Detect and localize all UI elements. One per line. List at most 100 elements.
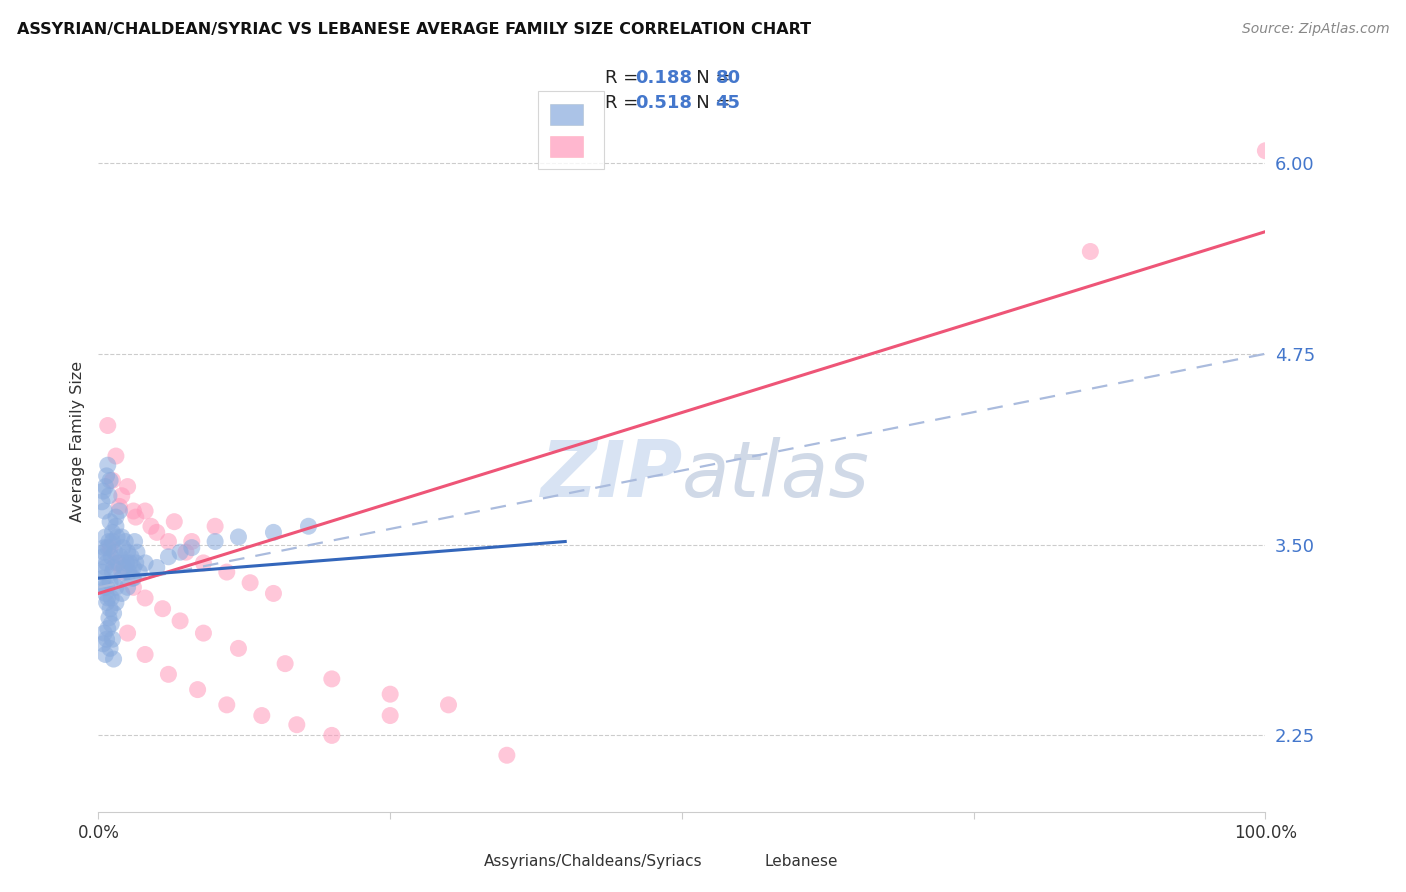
Text: R =: R = (605, 70, 644, 87)
Text: R =: R = (605, 94, 644, 112)
Point (128, 565, 150, 579)
Point (101, 632, 124, 647)
Point (93, 580, 115, 594)
Text: 45: 45 (716, 94, 741, 112)
Point (120, 549, 142, 564)
Point (321, 672, 343, 686)
Point (163, 515, 186, 529)
Point (262, 586, 284, 600)
Point (104, 545, 127, 559)
Text: 0.518: 0.518 (636, 94, 693, 112)
Point (146, 525, 169, 540)
Point (101, 474, 124, 488)
Legend: , : , (537, 92, 605, 169)
Point (125, 556, 148, 570)
Point (122, 580, 145, 594)
Point (97, 591, 120, 605)
Point (108, 500, 131, 514)
Point (111, 489, 134, 503)
Point (174, 545, 197, 559)
Text: Assyrians/Chaldeans/Syriacs: Assyrians/Chaldeans/Syriacs (484, 855, 702, 869)
Point (157, 534, 180, 549)
Point (104, 580, 127, 594)
Point (93, 504, 115, 518)
Point (93, 541, 115, 555)
Point (98, 601, 121, 615)
Point (96, 469, 118, 483)
Point (94, 560, 117, 574)
Point (111, 530, 134, 544)
Point (134, 648, 156, 662)
Point (125, 545, 148, 559)
Point (97, 458, 120, 473)
Point (112, 560, 135, 574)
Point (96, 556, 118, 570)
Point (239, 575, 262, 590)
Point (117, 580, 139, 594)
Point (110, 549, 132, 564)
Point (94, 530, 117, 544)
Point (103, 652, 125, 666)
Point (124, 534, 146, 549)
Point (125, 510, 148, 524)
Point (250, 708, 273, 723)
Point (204, 519, 226, 533)
Point (97, 489, 120, 503)
Point (169, 614, 191, 628)
Point (104, 596, 127, 610)
Point (104, 449, 127, 463)
Point (103, 560, 125, 574)
Point (193, 626, 215, 640)
Point (97, 541, 120, 555)
Text: Lebanese: Lebanese (765, 855, 838, 869)
Point (93, 545, 115, 559)
Point (100, 617, 122, 632)
Point (93, 626, 115, 640)
Point (146, 560, 169, 574)
Text: ZIP: ZIP (540, 437, 682, 513)
Point (157, 667, 180, 681)
Text: Source: ZipAtlas.com: Source: ZipAtlas.com (1241, 22, 1389, 37)
Text: N =: N = (679, 70, 737, 87)
Point (121, 571, 143, 585)
Point (321, 728, 343, 742)
Point (100, 549, 122, 564)
Point (285, 717, 308, 731)
Point (114, 534, 136, 549)
Point (104, 519, 127, 533)
Point (98, 575, 121, 590)
Point (98, 515, 121, 529)
Y-axis label: Average Family Size: Average Family Size (69, 361, 84, 522)
Point (157, 549, 180, 564)
Point (101, 525, 124, 540)
Point (193, 556, 215, 570)
Point (134, 556, 156, 570)
Point (107, 556, 129, 570)
Point (94, 479, 117, 493)
Point (104, 510, 127, 524)
Point (496, 748, 519, 763)
Point (117, 626, 139, 640)
Point (100, 591, 122, 605)
Point (297, 519, 319, 533)
Point (228, 530, 250, 544)
Point (94, 648, 117, 662)
Point (115, 556, 138, 570)
Point (91, 549, 114, 564)
Text: atlas: atlas (682, 437, 870, 513)
Point (98, 541, 121, 555)
Point (111, 586, 134, 600)
Point (122, 504, 145, 518)
Text: N =: N = (679, 94, 737, 112)
Point (1080, 244, 1102, 259)
Point (98, 641, 121, 656)
Point (118, 565, 141, 579)
Point (215, 698, 238, 712)
Point (274, 657, 297, 671)
Point (91, 484, 114, 499)
Point (122, 571, 145, 585)
Point (94, 586, 117, 600)
Point (103, 607, 125, 621)
Point (91, 637, 114, 651)
Point (380, 687, 402, 701)
